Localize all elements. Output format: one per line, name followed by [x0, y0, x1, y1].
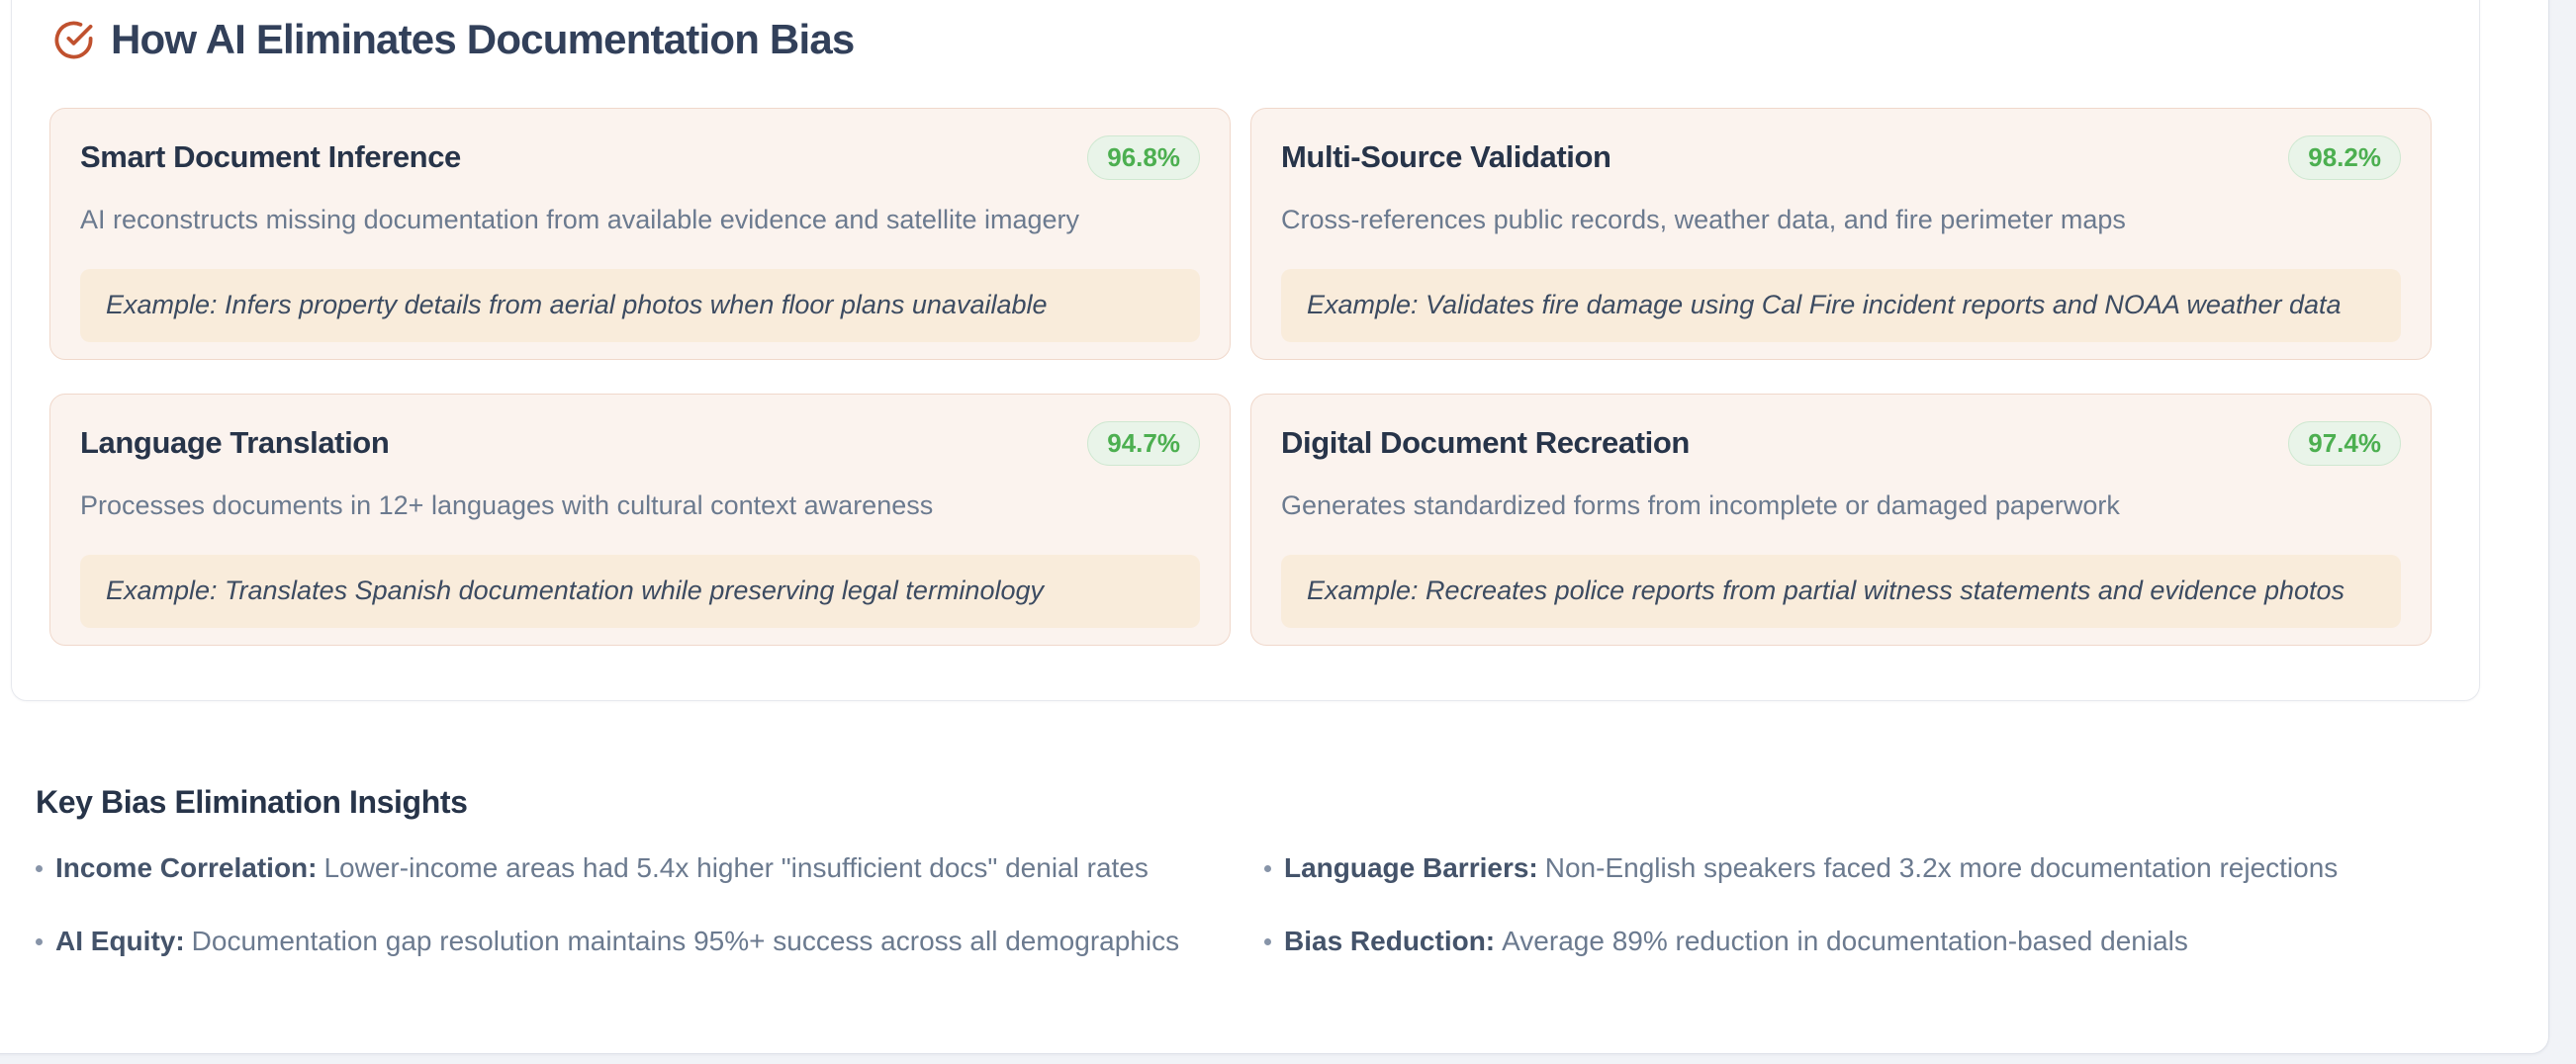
insight-item-ai-equity: AI Equity: Documentation gap resolution m… [36, 924, 1264, 959]
section-title: How AI Eliminates Documentation Bias [111, 16, 855, 62]
accuracy-badge: 97.4% [2288, 421, 2401, 466]
feature-card-head: Smart Document Inference 96.8% [80, 135, 1200, 180]
insight-label: Language Barriers: [1284, 852, 1538, 883]
bullet-dot-icon [36, 938, 43, 945]
insight-line: Bias Reduction: Average 89% reduction in … [1284, 924, 2188, 959]
accuracy-badge: 94.7% [1087, 421, 1200, 466]
insight-text: Lower-income areas had 5.4x higher "insu… [323, 852, 1149, 883]
feature-example: Example: Validates fire damage using Cal… [1281, 269, 2401, 343]
feature-cards-grid: Smart Document Inference 96.8% AI recons… [49, 108, 2432, 646]
key-insights-section: Key Bias Elimination Insights Income Cor… [36, 784, 2479, 959]
feature-description: Generates standardized forms from incomp… [1281, 489, 2120, 520]
insight-text: Non-English speakers faced 3.2x more doc… [1544, 852, 2339, 883]
feature-card-multi-source-validation: Multi-Source Validation 98.2% Cross-refe… [1250, 108, 2432, 360]
insight-text: Average 89% reduction in documentation-b… [1502, 926, 2188, 956]
feature-card-head: Multi-Source Validation 98.2% [1281, 135, 2401, 180]
feature-description: Processes documents in 12+ languages wit… [80, 489, 934, 520]
insight-item-language-barriers: Language Barriers: Non-English speakers f… [1264, 850, 2479, 886]
insights-heading: Key Bias Elimination Insights [36, 784, 468, 820]
feature-example: Example: Recreates police reports from p… [1281, 555, 2401, 629]
feature-example: Example: Infers property details from ae… [80, 269, 1200, 343]
section-header: How AI Eliminates Documentation Bias [12, 0, 2479, 63]
bullet-dot-icon [1264, 865, 1271, 872]
check-circle-icon [54, 21, 93, 58]
accuracy-badge: 98.2% [2288, 135, 2401, 180]
insight-label: Bias Reduction: [1284, 926, 1496, 956]
insight-text: Documentation gap resolution maintains 9… [191, 926, 1180, 956]
feature-title: Multi-Source Validation [1281, 139, 1611, 175]
feature-card-head: Digital Document Recreation 97.4% [1281, 421, 2401, 466]
feature-card-head: Language Translation 94.7% [80, 421, 1200, 466]
insight-line: Income Correlation: Lower-income areas ha… [55, 850, 1149, 886]
feature-card-smart-document-inference: Smart Document Inference 96.8% AI recons… [49, 108, 1231, 360]
insight-line: AI Equity: Documentation gap resolution m… [55, 924, 1179, 959]
insight-label: AI Equity: [55, 926, 185, 956]
feature-card-language-translation: Language Translation 94.7% Processes doc… [49, 394, 1231, 646]
insight-item-bias-reduction: Bias Reduction: Average 89% reduction in … [1264, 924, 2479, 959]
feature-description: AI reconstructs missing documentation fr… [80, 204, 1079, 234]
accuracy-badge: 96.8% [1087, 135, 1200, 180]
insight-label: Income Correlation: [55, 852, 318, 883]
feature-example: Example: Translates Spanish documentatio… [80, 555, 1200, 629]
feature-title: Smart Document Inference [80, 139, 461, 175]
insight-item-income-correlation: Income Correlation: Lower-income areas ha… [36, 850, 1264, 886]
feature-title: Language Translation [80, 425, 390, 461]
documentation-bias-section: How AI Eliminates Documentation Bias Sma… [11, 0, 2480, 701]
bullet-dot-icon [1264, 938, 1271, 945]
insights-grid: Income Correlation: Lower-income areas ha… [36, 850, 2479, 959]
feature-title: Digital Document Recreation [1281, 425, 1690, 461]
insight-line: Language Barriers: Non-English speakers f… [1284, 850, 2338, 886]
feature-card-digital-document-recreation: Digital Document Recreation 97.4% Genera… [1250, 394, 2432, 646]
feature-description: Cross-references public records, weather… [1281, 204, 2126, 234]
bullet-dot-icon [36, 865, 43, 872]
